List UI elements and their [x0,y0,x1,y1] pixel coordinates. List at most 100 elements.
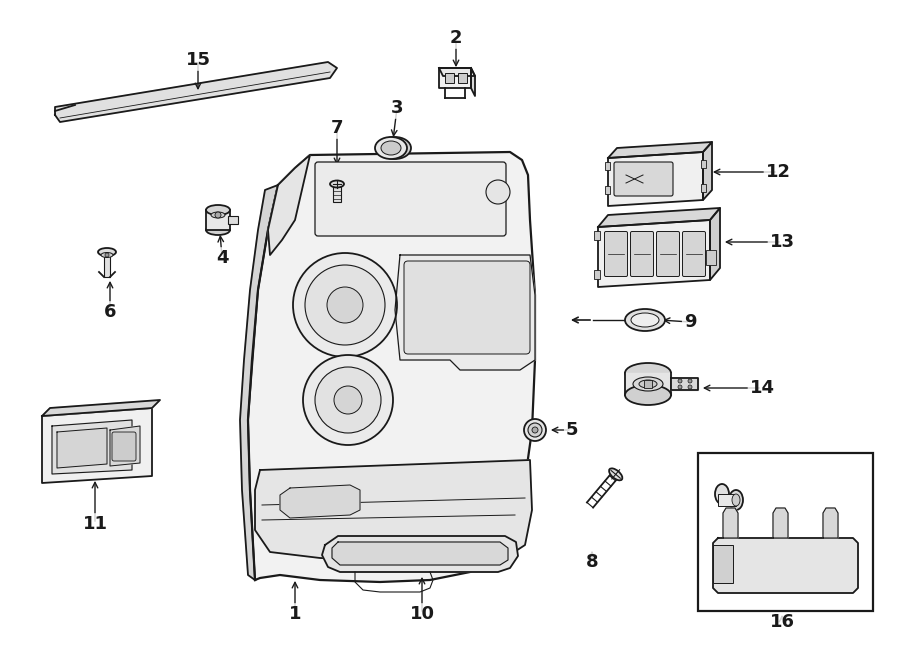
Polygon shape [710,208,720,280]
Ellipse shape [729,490,743,510]
Circle shape [293,253,397,357]
Ellipse shape [98,248,116,256]
Bar [206,210,230,230]
Ellipse shape [715,484,729,504]
Bar [698,453,873,611]
Circle shape [215,212,221,218]
Text: 3: 3 [391,99,403,117]
Bar [228,216,238,224]
Polygon shape [608,152,703,206]
Ellipse shape [633,377,663,391]
Text: 16: 16 [770,613,795,631]
Ellipse shape [625,363,671,383]
Polygon shape [823,508,838,538]
Text: 15: 15 [185,51,211,69]
Polygon shape [439,68,475,76]
Circle shape [532,427,538,433]
Polygon shape [703,142,712,200]
Ellipse shape [330,180,344,188]
FancyBboxPatch shape [605,231,627,276]
Polygon shape [255,460,532,562]
Text: 1: 1 [289,605,302,623]
Circle shape [524,419,546,441]
Polygon shape [671,378,698,390]
Text: 8: 8 [586,553,598,571]
Circle shape [528,423,542,437]
Bar [104,255,110,277]
Bar [445,73,454,83]
Circle shape [688,379,692,383]
Circle shape [305,265,385,345]
Bar [458,73,467,83]
Polygon shape [42,400,160,416]
Polygon shape [55,62,337,122]
Circle shape [105,253,109,257]
Text: 4: 4 [216,249,229,267]
FancyBboxPatch shape [682,231,706,276]
Text: 2: 2 [450,29,463,47]
Circle shape [688,385,692,389]
Text: 14: 14 [750,379,775,397]
Circle shape [315,367,381,433]
Polygon shape [723,508,738,538]
FancyBboxPatch shape [315,162,506,236]
Polygon shape [773,508,788,538]
Ellipse shape [206,225,230,235]
Polygon shape [395,255,535,370]
Polygon shape [439,68,471,88]
Text: 17: 17 [750,463,775,481]
Polygon shape [57,428,107,468]
Polygon shape [268,155,310,255]
FancyBboxPatch shape [404,261,530,354]
Text: 13: 13 [770,233,795,251]
Bar [718,494,736,506]
Polygon shape [332,542,508,565]
FancyBboxPatch shape [112,432,136,461]
Bar [713,545,733,583]
Ellipse shape [379,137,411,159]
Polygon shape [471,68,475,96]
Ellipse shape [101,253,113,258]
Polygon shape [52,420,132,474]
Text: 5: 5 [566,421,578,439]
Bar [333,184,341,202]
Bar [701,184,706,192]
Text: 10: 10 [410,605,435,623]
Ellipse shape [211,212,225,218]
Text: 11: 11 [83,515,107,533]
Polygon shape [322,536,518,572]
Polygon shape [598,220,710,287]
Text: 9: 9 [684,313,697,331]
Text: 6: 6 [104,303,116,321]
Polygon shape [240,185,278,580]
Text: 12: 12 [766,163,790,181]
FancyBboxPatch shape [631,231,653,276]
Ellipse shape [625,309,665,331]
Polygon shape [110,426,140,466]
Circle shape [303,355,393,445]
Circle shape [334,386,362,414]
Bar [605,186,610,194]
Ellipse shape [381,141,401,155]
Polygon shape [713,538,858,593]
Circle shape [678,385,682,389]
Bar [594,270,600,279]
Ellipse shape [625,385,671,405]
Ellipse shape [375,137,407,159]
FancyBboxPatch shape [614,162,673,196]
Bar [644,380,652,388]
Circle shape [327,287,363,323]
Bar [605,162,610,170]
Bar [706,250,716,265]
Polygon shape [42,408,152,483]
Polygon shape [598,208,720,227]
Circle shape [678,379,682,383]
Ellipse shape [732,494,740,506]
FancyBboxPatch shape [656,231,680,276]
Bar [701,160,706,168]
Polygon shape [248,152,535,582]
Ellipse shape [206,205,230,215]
Bar [594,231,600,240]
Polygon shape [625,373,671,395]
Text: 7: 7 [331,119,343,137]
